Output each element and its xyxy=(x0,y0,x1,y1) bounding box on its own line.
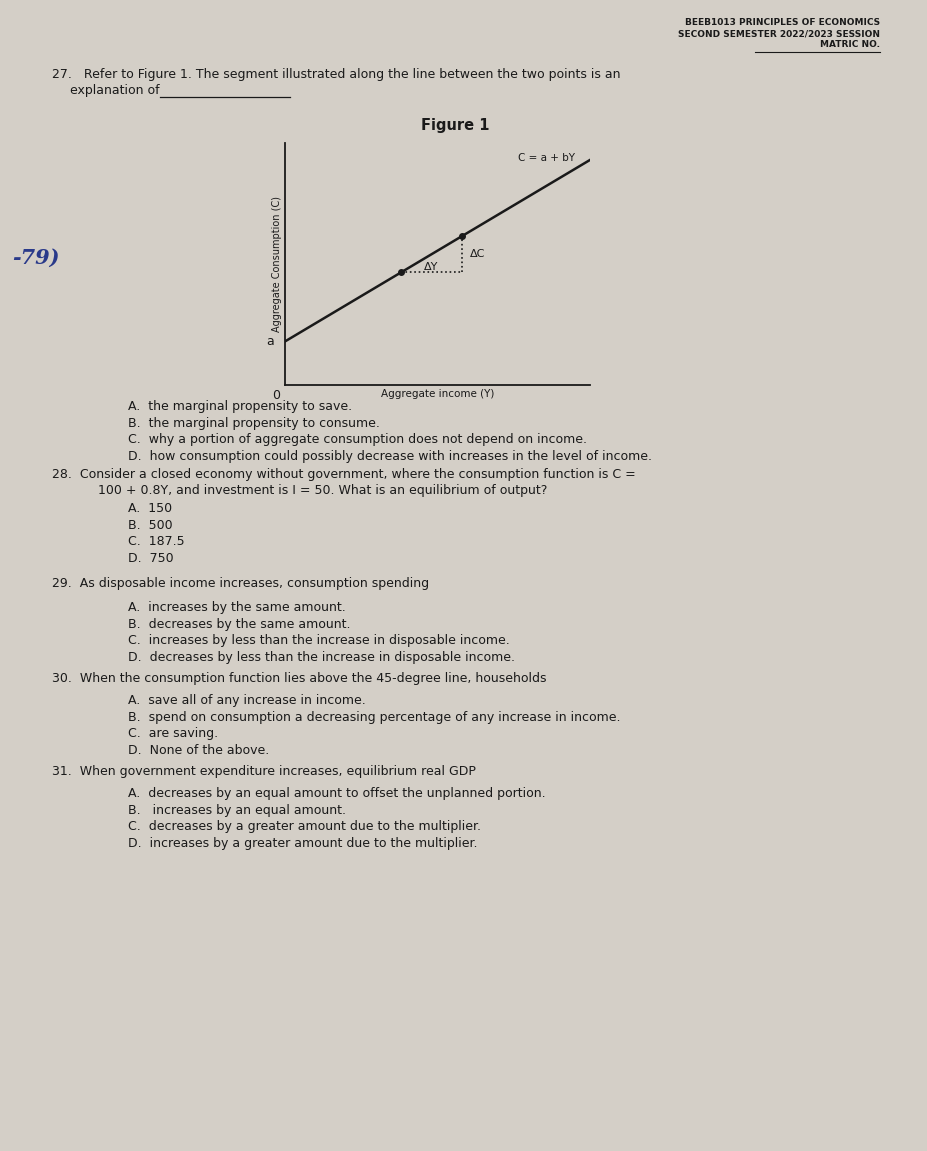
Text: ΔY: ΔY xyxy=(424,261,438,272)
Text: B.  decreases by the same amount.: B. decreases by the same amount. xyxy=(128,617,350,631)
Text: 28.  Consider a closed economy without government, where the consumption functio: 28. Consider a closed economy without go… xyxy=(52,468,635,481)
Text: B.  500: B. 500 xyxy=(128,518,172,532)
Text: D.  how consumption could possibly decrease with increases in the level of incom: D. how consumption could possibly decrea… xyxy=(128,450,652,463)
Text: C.  why a portion of aggregate consumption does not depend on income.: C. why a portion of aggregate consumptio… xyxy=(128,433,587,445)
Text: C.  increases by less than the increase in disposable income.: C. increases by less than the increase i… xyxy=(128,634,509,647)
Text: B.  the marginal propensity to consume.: B. the marginal propensity to consume. xyxy=(128,417,379,429)
Text: B.  spend on consumption a decreasing percentage of any increase in income.: B. spend on consumption a decreasing per… xyxy=(128,710,620,724)
Text: C = a + bY: C = a + bY xyxy=(517,153,574,163)
Text: B.   increases by an equal amount.: B. increases by an equal amount. xyxy=(128,803,346,816)
Text: A.  increases by the same amount.: A. increases by the same amount. xyxy=(128,601,346,613)
Text: A.  decreases by an equal amount to offset the unplanned portion.: A. decreases by an equal amount to offse… xyxy=(128,787,545,800)
Text: 27.   Refer to Figure 1. The segment illustrated along the line between the two : 27. Refer to Figure 1. The segment illus… xyxy=(52,68,620,81)
Text: 29.  As disposable income increases, consumption spending: 29. As disposable income increases, cons… xyxy=(52,577,428,590)
Y-axis label: Aggregate Consumption (C): Aggregate Consumption (C) xyxy=(272,196,282,331)
Text: C.  are saving.: C. are saving. xyxy=(128,727,218,740)
Text: MATRIC NO.: MATRIC NO. xyxy=(819,40,879,49)
Text: A.  save all of any increase in income.: A. save all of any increase in income. xyxy=(128,694,365,707)
Text: D.  increases by a greater amount due to the multiplier.: D. increases by a greater amount due to … xyxy=(128,837,477,849)
Text: BEEB1013 PRINCIPLES OF ECONOMICS: BEEB1013 PRINCIPLES OF ECONOMICS xyxy=(684,18,879,26)
Text: A.  the marginal propensity to save.: A. the marginal propensity to save. xyxy=(128,401,351,413)
Text: D.  decreases by less than the increase in disposable income.: D. decreases by less than the increase i… xyxy=(128,650,514,663)
Text: D.  750: D. 750 xyxy=(128,551,173,564)
Text: 31.  When government expenditure increases, equilibrium real GDP: 31. When government expenditure increase… xyxy=(52,765,476,778)
Text: a: a xyxy=(266,335,274,348)
Text: 100 + 0.8Y, and investment is I = 50. What is an equilibrium of output?: 100 + 0.8Y, and investment is I = 50. Wh… xyxy=(70,485,547,497)
Text: C.  187.5: C. 187.5 xyxy=(128,535,184,548)
Text: explanation of: explanation of xyxy=(70,84,159,97)
Text: 0: 0 xyxy=(273,389,280,402)
Text: Figure 1: Figure 1 xyxy=(420,119,489,134)
Text: ΔC: ΔC xyxy=(469,250,485,259)
Text: A.  150: A. 150 xyxy=(128,502,171,514)
Text: C.  decreases by a greater amount due to the multiplier.: C. decreases by a greater amount due to … xyxy=(128,820,480,833)
Text: -79): -79) xyxy=(12,247,59,268)
Text: 30.  When the consumption function lies above the 45-degree line, households: 30. When the consumption function lies a… xyxy=(52,672,546,685)
X-axis label: Aggregate income (Y): Aggregate income (Y) xyxy=(380,389,494,399)
Text: D.  None of the above.: D. None of the above. xyxy=(128,744,269,756)
Text: SECOND SEMESTER 2022/2023 SESSION: SECOND SEMESTER 2022/2023 SESSION xyxy=(678,29,879,38)
